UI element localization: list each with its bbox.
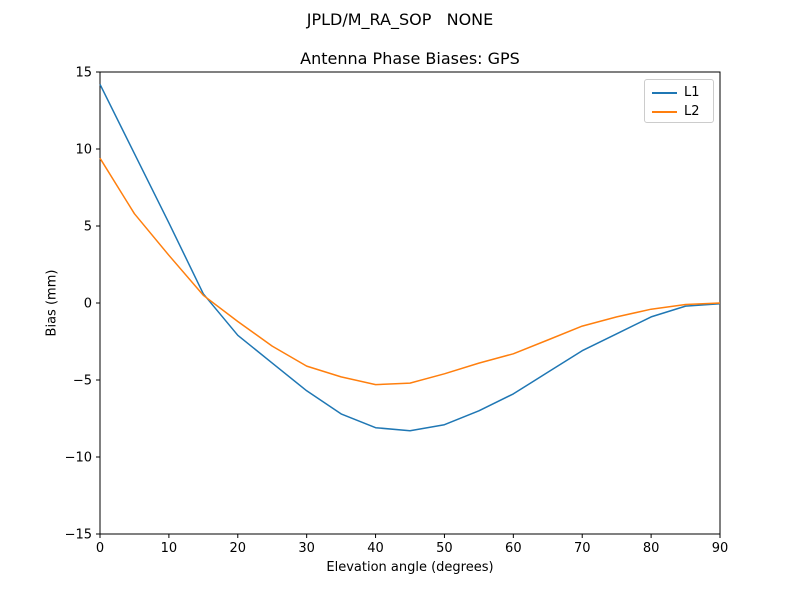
x-tick-label: 40 [367,541,384,556]
x-tick-label: 80 [643,541,660,556]
y-tick-label: −10 [65,451,92,466]
x-axis-label: Elevation angle (degrees) [326,560,494,575]
y-tick-label: −15 [65,528,92,543]
y-tick-label: 5 [84,220,92,235]
y-tick-label: 0 [84,297,92,312]
series-line-l1 [99,83,721,432]
legend: L1 L2 [644,79,714,123]
legend-line-swatch-l2 [652,110,677,113]
x-tick-label: 90 [712,541,729,556]
y-tick-label: −5 [73,374,92,389]
axes-spines [99,71,721,535]
y-axis-label: Bias (mm) [44,269,60,337]
y-tick-label: 10 [75,143,92,158]
x-tick-label: 60 [505,541,522,556]
axes-title: Antenna Phase Biases: GPS [300,49,520,68]
x-tick-label: 30 [298,541,315,556]
legend-item-l2: L2 [645,102,713,121]
x-tick-label: 50 [436,541,453,556]
legend-line-swatch-l1 [652,91,677,94]
legend-label-l1: L1 [684,85,700,100]
x-tick-label: 0 [96,541,104,556]
series-line-l2 [99,157,721,386]
y-tick-label: 15 [75,66,92,81]
x-tick-label: 10 [161,541,178,556]
figure-suptitle: JPLD/M_RA_SOP NONE [306,10,494,29]
x-tick-label: 70 [574,541,591,556]
legend-item-l1: L1 [645,83,713,102]
legend-label-l2: L2 [684,104,700,119]
x-tick-label: 20 [230,541,247,556]
